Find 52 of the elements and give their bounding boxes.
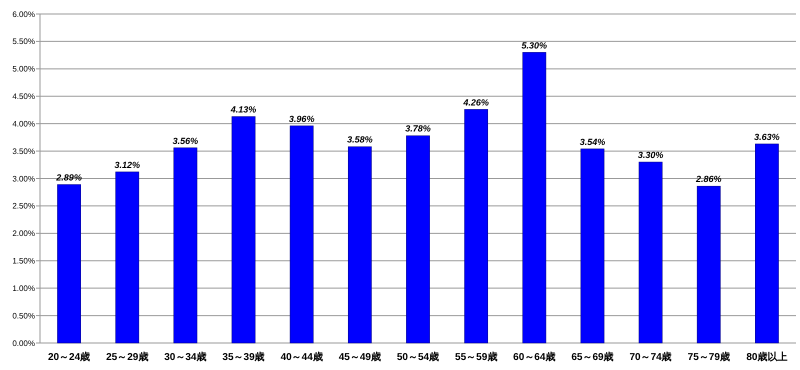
data-label: 4.13% [230, 104, 256, 115]
x-tick-label: 40～44歳 [280, 351, 323, 363]
bar [406, 135, 430, 344]
bar [696, 186, 721, 344]
y-tick-label: 4.50% [12, 92, 35, 102]
bar [174, 148, 198, 344]
x-tick-label: 65～69歳 [571, 351, 614, 363]
data-label: 3.63% [754, 132, 780, 142]
data-label: 4.26% [462, 97, 489, 108]
bar [115, 172, 140, 344]
y-tick-label: 3.00% [12, 174, 35, 184]
data-label: 3.54% [580, 136, 606, 147]
x-tick-label: 55～59歳 [455, 351, 498, 363]
x-tick-label: 50～54歳 [396, 351, 440, 363]
x-tick-label: 45～49歳 [338, 351, 381, 363]
y-tick-label: 5.00% [12, 64, 35, 74]
y-tick-label: 3.50% [12, 146, 35, 156]
x-tick-label: 75～79歳 [688, 351, 730, 363]
bar [755, 144, 779, 344]
y-tick-label: 5.50% [12, 37, 35, 46]
x-tick-label: 25～29歳 [106, 351, 148, 363]
data-label: 3.30% [638, 150, 664, 160]
bar [580, 148, 604, 344]
bar [638, 162, 662, 344]
data-label: 5.30% [522, 40, 548, 50]
bar [290, 126, 314, 344]
y-tick-label: 2.50% [12, 202, 35, 211]
y-tick-label: 1.50% [12, 256, 35, 266]
bar [522, 52, 546, 344]
data-label: 2.86% [695, 174, 722, 184]
x-tick-label: 20～24歳 [48, 351, 90, 363]
x-tick-label: 70～74歳 [629, 351, 672, 363]
y-tick-label: 6.00% [12, 10, 35, 19]
data-label: 3.96% [288, 114, 314, 124]
y-tick-label: 4.00% [12, 119, 35, 128]
bar [232, 116, 256, 344]
data-label: 3.56% [172, 136, 198, 146]
x-tick-label: 35～39歳 [222, 351, 265, 363]
bar [464, 109, 488, 344]
x-tick-label: 80歳以上 [746, 351, 788, 363]
data-label: 2.89% [55, 172, 82, 183]
y-tick-label: 2.00% [12, 229, 35, 238]
y-tick-label: 0.00% [12, 338, 35, 348]
data-label: 3.78% [405, 124, 431, 134]
x-tick-label: 30～34歳 [164, 351, 207, 363]
bar [57, 184, 81, 344]
y-tick-label: 0.50% [12, 311, 35, 320]
data-label: 3.58% [347, 134, 373, 145]
bar [348, 146, 372, 344]
y-tick-label: 1.00% [12, 284, 35, 293]
x-tick-label: 60～64歳 [513, 351, 556, 363]
data-label: 3.12% [114, 160, 140, 170]
